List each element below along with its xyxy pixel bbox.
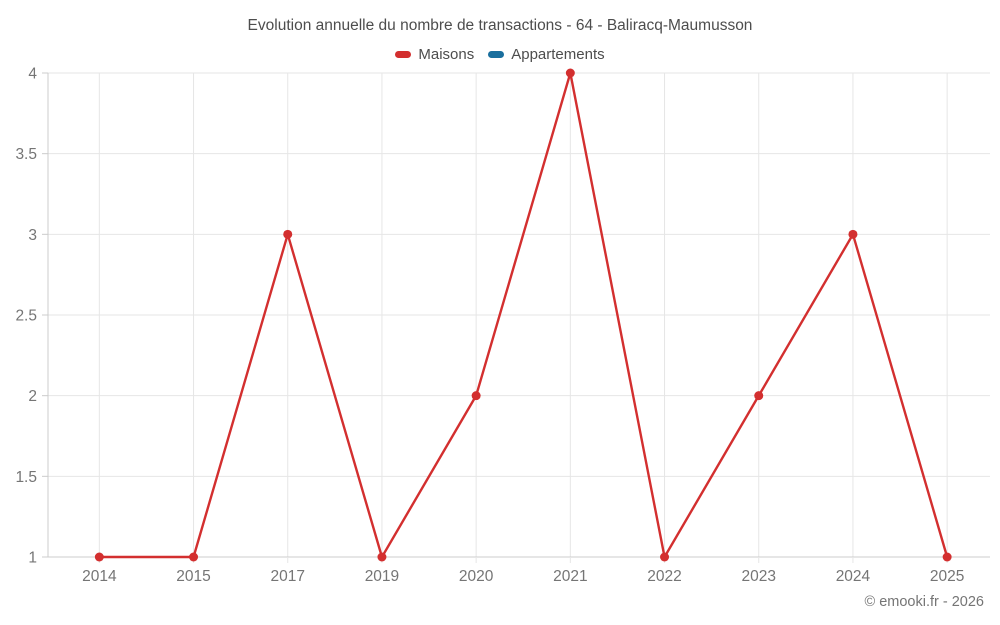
series-line-maisons	[99, 71, 949, 559]
legend-label-appartements: Appartements	[511, 46, 605, 63]
data-point-maisons-2014[interactable]	[94, 552, 104, 562]
x-tick-label: 2021	[553, 568, 587, 585]
chart-title: Evolution annuelle du nombre de transact…	[247, 17, 753, 34]
data-point-maisons-2019[interactable]	[377, 552, 387, 562]
data-point-maisons-2025[interactable]	[942, 552, 952, 562]
y-tick-label: 3.5	[15, 146, 37, 163]
data-point-maisons-2020[interactable]	[471, 391, 481, 401]
x-tick-label: 2015	[176, 568, 210, 585]
x-tick-label: 2020	[459, 568, 494, 585]
x-tick-label: 2017	[270, 568, 304, 585]
x-tick-label: 2022	[647, 568, 681, 585]
y-tick-label: 2	[28, 388, 37, 405]
y-tick-label: 4	[28, 66, 37, 83]
legend: Maisons Appartements	[0, 46, 1000, 63]
data-point-maisons-2015[interactable]	[189, 552, 199, 562]
appartements-swatch-icon	[488, 51, 505, 58]
x-tick-label: 2024	[836, 568, 871, 585]
y-tick-label: 1	[28, 550, 37, 567]
footer-credit: © emooki.fr - 2026	[864, 594, 984, 610]
data-point-maisons-2023[interactable]	[754, 391, 764, 401]
data-point-maisons-2024[interactable]	[848, 229, 858, 239]
legend-item-appartements[interactable]: Appartements	[488, 46, 605, 63]
y-tick-label: 2.5	[15, 308, 37, 325]
x-tick-label: 2025	[930, 568, 964, 585]
x-tick-label: 2023	[741, 568, 775, 585]
x-tick-label: 2014	[82, 568, 117, 585]
data-point-maisons-2021[interactable]	[565, 68, 575, 78]
y-tick-label: 3	[28, 227, 37, 244]
legend-item-maisons[interactable]: Maisons	[395, 46, 474, 63]
y-tick-label: 1.5	[15, 469, 37, 486]
data-point-maisons-2022[interactable]	[660, 552, 670, 562]
data-point-maisons-2017[interactable]	[283, 229, 293, 239]
x-tick-label: 2019	[365, 568, 399, 585]
maisons-swatch-icon	[395, 51, 412, 58]
legend-label-maisons: Maisons	[418, 46, 475, 63]
